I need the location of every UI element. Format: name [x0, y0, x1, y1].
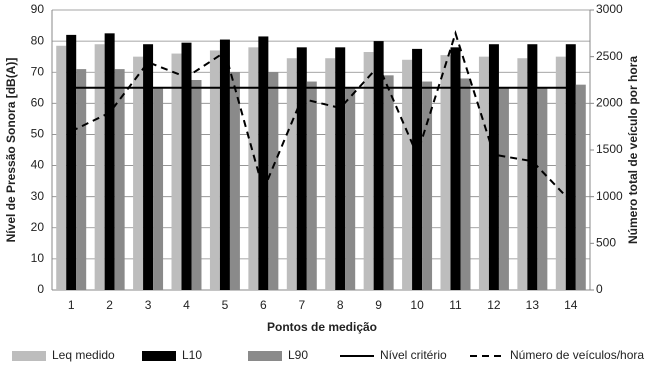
bar	[104, 33, 115, 290]
x-tick-label: 13	[526, 298, 540, 312]
bar	[219, 39, 230, 290]
x-tick-label: 5	[222, 298, 229, 312]
y-tick-label: 0	[37, 282, 44, 296]
legend-label: Leq medido	[52, 348, 115, 362]
bar	[363, 52, 374, 290]
y2-tick-label: 3000	[596, 2, 623, 16]
y-tick-label: 50	[31, 127, 45, 141]
y2-tick-label: 2500	[596, 49, 623, 63]
x-tick-label: 4	[183, 298, 190, 312]
x-tick-label: 7	[298, 298, 305, 312]
bar	[478, 56, 489, 290]
bar	[565, 44, 576, 290]
bar	[402, 59, 413, 291]
y-tick-label: 60	[31, 96, 45, 110]
legend-label: Número de veículos/hora	[510, 348, 644, 362]
y-tick-label: 10	[31, 251, 45, 265]
bar	[181, 42, 192, 290]
x-tick-label: 11	[449, 298, 462, 312]
bar	[76, 69, 87, 290]
x-tick-label: 8	[337, 298, 344, 312]
bar	[171, 53, 182, 290]
bar	[335, 47, 346, 291]
bar	[422, 81, 433, 290]
bar	[575, 84, 586, 291]
bar	[114, 69, 125, 290]
bar	[383, 75, 394, 290]
y-tick-label: 40	[31, 158, 45, 172]
x-tick-label: 9	[375, 298, 382, 312]
y-axis-title: Nível de Pressão Sonora [dB(A)]	[4, 58, 18, 243]
x-tick-label: 2	[106, 298, 113, 312]
bar	[527, 44, 538, 290]
x-tick-label: 6	[260, 298, 267, 312]
y-tick-label: 80	[31, 33, 45, 47]
bar	[325, 58, 336, 290]
bar	[555, 56, 566, 290]
bar	[153, 87, 164, 291]
bar	[517, 58, 528, 290]
legend-label: Nível critério	[380, 348, 447, 362]
x-tick-label: 1	[68, 298, 75, 312]
bar	[412, 48, 423, 291]
bar	[209, 50, 220, 290]
y2-axis-title: Número total de veículo por hora	[626, 56, 640, 244]
legend-swatch	[248, 351, 282, 361]
legend-label: L90	[288, 348, 308, 362]
x-tick-label: 10	[410, 298, 424, 312]
bar	[133, 56, 144, 290]
y2-tick-label: 1500	[596, 142, 623, 156]
bar	[143, 44, 154, 290]
y-tick-label: 20	[31, 220, 45, 234]
bar	[268, 72, 279, 290]
bar	[248, 47, 259, 291]
y-tick-label: 90	[31, 2, 45, 16]
y-tick-label: 30	[31, 189, 45, 203]
bar	[56, 45, 67, 291]
y2-tick-label: 0	[596, 282, 603, 296]
x-tick-label: 14	[564, 298, 578, 312]
x-axis-title: Pontos de medição	[267, 320, 377, 334]
bar	[296, 47, 307, 291]
bar	[488, 44, 499, 290]
bar	[537, 87, 548, 291]
bar	[229, 72, 240, 290]
y2-tick-label: 500	[596, 236, 616, 250]
y2-tick-label: 1000	[596, 189, 623, 203]
bar	[440, 55, 451, 290]
bar	[345, 87, 356, 291]
legend-swatch	[142, 351, 176, 361]
bar	[450, 47, 461, 291]
line-series	[70, 30, 572, 203]
bar	[94, 44, 105, 290]
x-tick-label: 12	[487, 298, 501, 312]
y-tick-label: 70	[31, 64, 45, 78]
bar	[498, 87, 509, 291]
legend-swatch	[12, 351, 46, 361]
bar	[66, 34, 77, 291]
bar	[286, 58, 297, 290]
x-tick-label: 3	[145, 298, 152, 312]
bar	[258, 36, 269, 290]
legend-label: L10	[182, 348, 202, 362]
bar	[373, 41, 384, 290]
y2-tick-label: 2000	[596, 96, 623, 110]
bar	[460, 78, 471, 290]
bar	[191, 80, 202, 290]
bar	[306, 81, 317, 290]
